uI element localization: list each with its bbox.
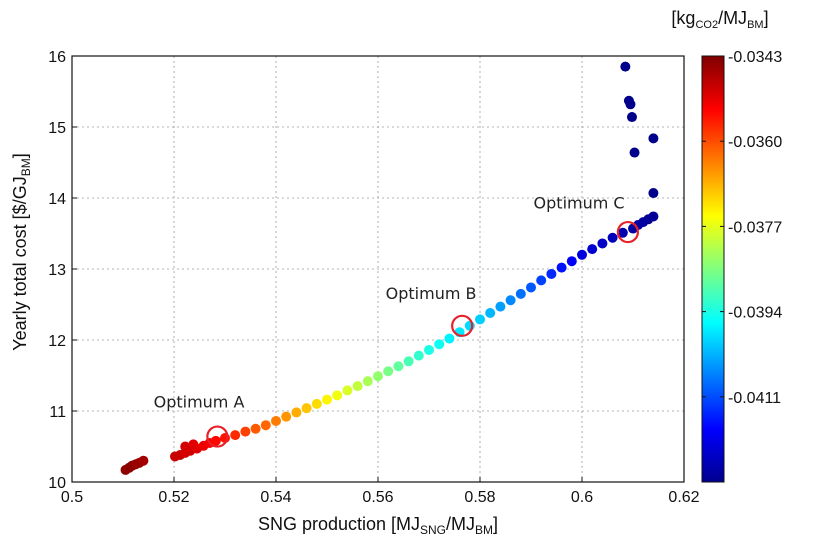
data-point bbox=[577, 249, 587, 260]
colorbar-ticks: -0.0343 -0.0360 -0.0377 -0.0394 -0.0411 bbox=[702, 49, 782, 407]
colorbar-tick-label: -0.0394 bbox=[728, 305, 782, 322]
data-point bbox=[393, 361, 404, 372]
data-point bbox=[271, 415, 281, 426]
data-point bbox=[464, 320, 475, 331]
x-tick-label: 0.56 bbox=[362, 489, 393, 506]
data-point bbox=[342, 385, 353, 396]
data-point bbox=[617, 227, 628, 238]
data-point bbox=[526, 282, 536, 293]
optimum-circle bbox=[206, 425, 229, 448]
y-tick-label: 15 bbox=[48, 120, 66, 137]
colorbar-tick-label: -0.0343 bbox=[728, 49, 782, 66]
data-point bbox=[230, 430, 241, 441]
data-point bbox=[250, 423, 261, 434]
data-point bbox=[505, 295, 516, 306]
data-point bbox=[566, 256, 577, 267]
data-point bbox=[383, 366, 394, 377]
optimum-markers: Optimum A Optimum B Optimum C bbox=[154, 194, 640, 448]
data-point bbox=[403, 356, 414, 367]
data-point bbox=[648, 188, 659, 199]
data-point bbox=[607, 232, 618, 243]
x-axis-label: SNG production [MJSNG/MJBM] bbox=[258, 514, 498, 537]
colorbar-tick-label: -0.0411 bbox=[728, 390, 781, 407]
data-point bbox=[587, 244, 598, 255]
data-point bbox=[352, 381, 363, 392]
data-point bbox=[311, 398, 322, 409]
x-tick-label: 0.6 bbox=[571, 489, 593, 506]
y-axis-label: Yearly total cost [$/GJBM] bbox=[10, 153, 33, 350]
x-tick-label: 0.54 bbox=[260, 489, 291, 506]
data-point bbox=[495, 301, 506, 312]
data-point bbox=[260, 420, 271, 431]
x-tick-label: 0.5 bbox=[61, 489, 83, 506]
optimum-circle bbox=[616, 220, 640, 244]
data-point bbox=[291, 407, 302, 418]
data-point bbox=[597, 238, 608, 249]
data-point bbox=[210, 435, 221, 446]
colorbar-label: [kgCO2/MJBM] bbox=[671, 8, 768, 31]
data-point bbox=[629, 147, 640, 158]
grid bbox=[72, 56, 684, 482]
data-point bbox=[546, 268, 557, 279]
data-point bbox=[444, 333, 455, 344]
data-point bbox=[301, 403, 312, 414]
data-point bbox=[648, 211, 659, 222]
x-tick-label: 0.58 bbox=[464, 489, 495, 506]
data-point bbox=[485, 308, 496, 319]
optimum-label: Optimum B bbox=[386, 284, 477, 303]
data-point bbox=[362, 376, 373, 387]
data-point bbox=[515, 288, 526, 299]
data-point bbox=[424, 344, 434, 355]
y-tick-label: 13 bbox=[48, 262, 66, 279]
y-axis-ticks: 10 11 12 13 14 15 16 bbox=[48, 49, 77, 492]
y-tick-label: 12 bbox=[48, 333, 66, 350]
data-point bbox=[620, 61, 631, 72]
optimum-circle bbox=[451, 314, 474, 337]
colorbar-tick-label: -0.0360 bbox=[728, 134, 782, 151]
data-point bbox=[332, 390, 343, 401]
x-axis-ticks: 0.5 0.52 0.54 0.56 0.58 0.6 0.62 bbox=[61, 477, 700, 506]
y-tick-label: 14 bbox=[48, 191, 66, 208]
x-tick-label: 0.62 bbox=[668, 489, 699, 506]
data-point bbox=[240, 426, 251, 437]
x-tick-label: 0.52 bbox=[158, 489, 189, 506]
data-point bbox=[138, 455, 149, 466]
colorbar-tick-label: -0.0377 bbox=[728, 219, 782, 236]
colorbar bbox=[701, 55, 725, 483]
y-tick-label: 16 bbox=[48, 49, 66, 66]
y-tick-label: 10 bbox=[48, 475, 66, 492]
data-point bbox=[648, 133, 659, 144]
data-point bbox=[625, 99, 636, 110]
data-point bbox=[475, 314, 485, 325]
y-tick-label: 11 bbox=[49, 404, 66, 421]
data-point bbox=[556, 262, 567, 273]
optimum-label: Optimum A bbox=[154, 392, 245, 411]
data-point bbox=[373, 371, 383, 382]
optimum-label: Optimum C bbox=[534, 194, 625, 213]
data-point bbox=[281, 411, 292, 422]
data-point bbox=[536, 275, 547, 286]
data-point bbox=[434, 339, 445, 350]
data-point bbox=[413, 350, 424, 361]
data-point bbox=[626, 112, 637, 123]
data-point bbox=[322, 394, 332, 405]
